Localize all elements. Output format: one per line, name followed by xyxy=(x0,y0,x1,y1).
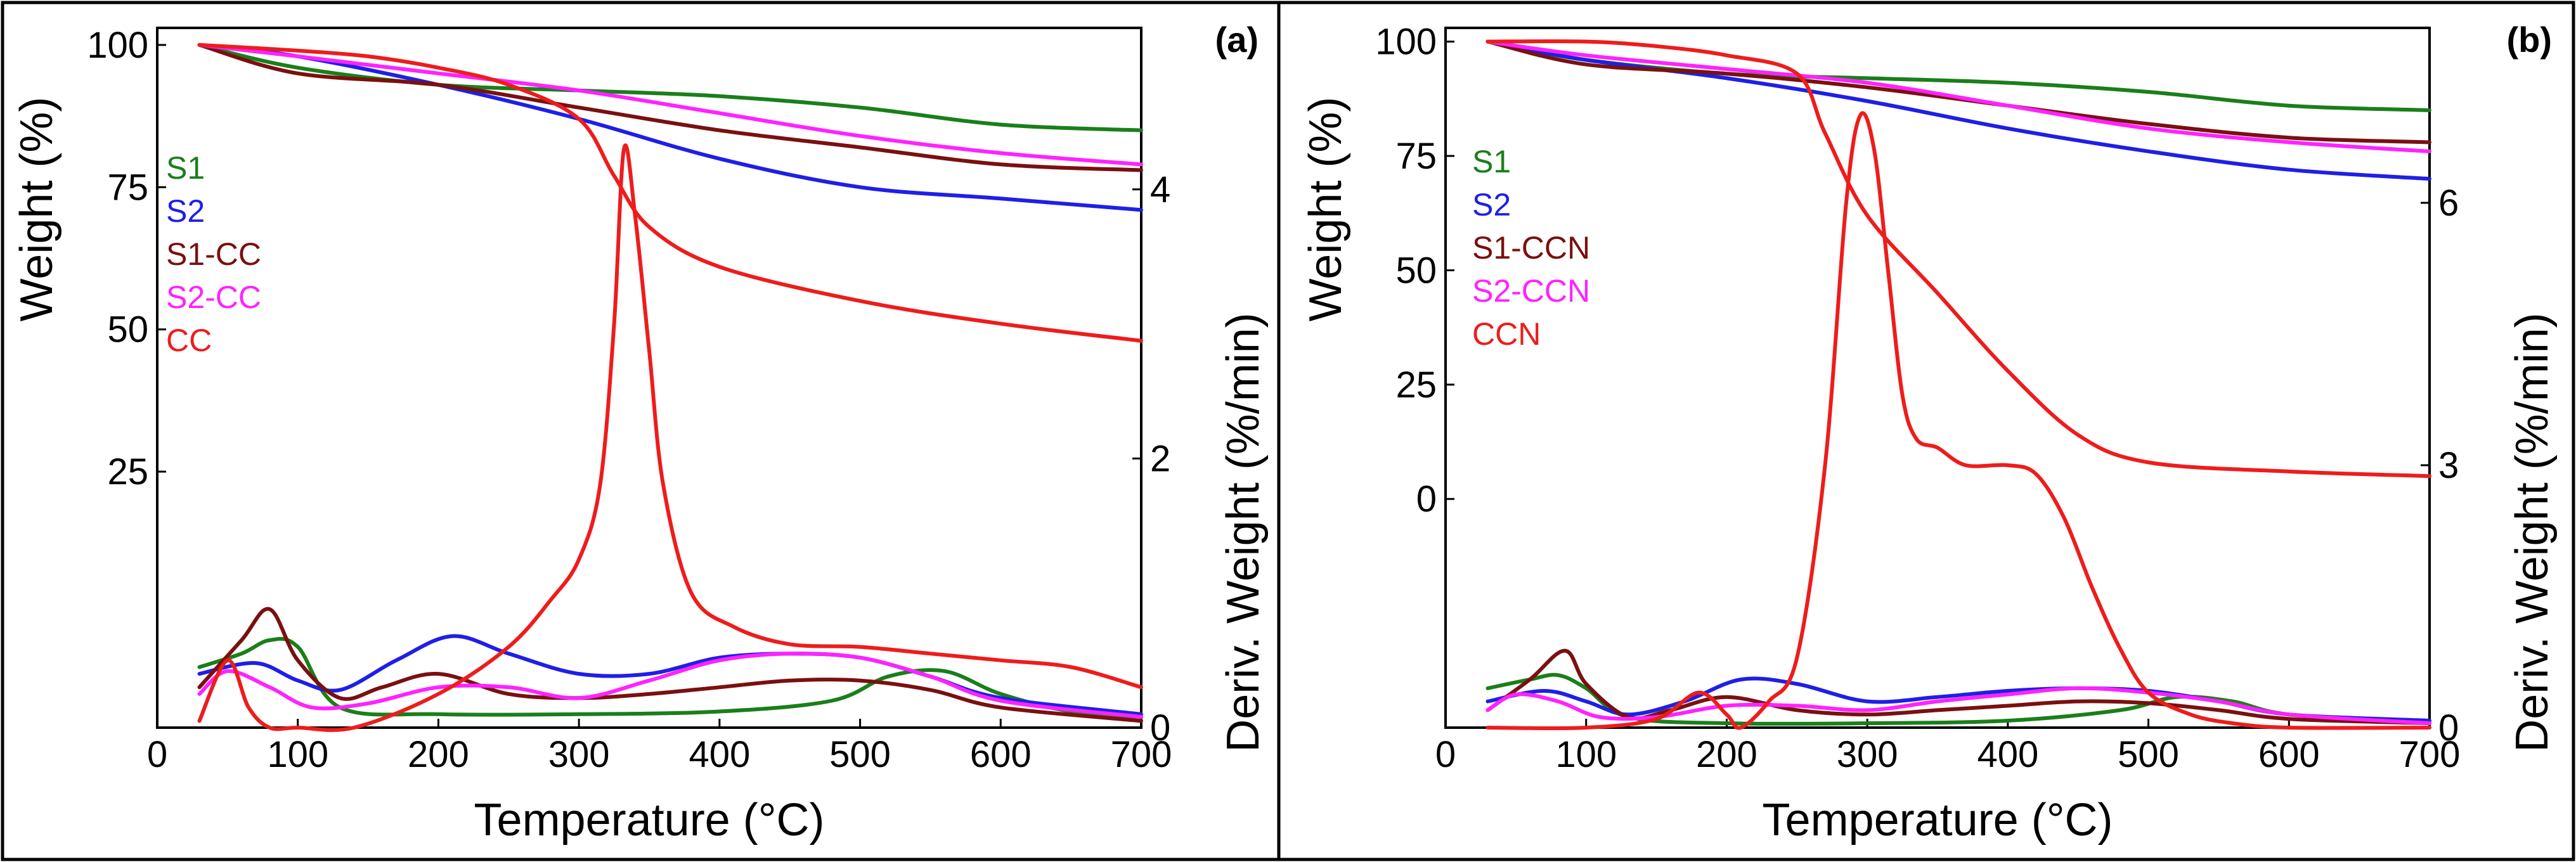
x-tick-label: 200 xyxy=(408,734,469,775)
legend-item-b-s2-ccn: S2-CCN xyxy=(1472,273,1590,309)
x-axis-label-b: Temperature (°C) xyxy=(1763,795,2113,846)
legend-item-a-cc: CC xyxy=(166,323,212,358)
panel-label-b: (b) xyxy=(2506,20,2552,60)
series-line-b-s1-ccn-deriv xyxy=(1485,648,2431,726)
weight-tick-label: 75 xyxy=(1395,136,1437,177)
panel-b: 0 25 50 75 100 0 3 6 0 100 200 300 400 500 600 700 Te… xyxy=(1300,20,2558,846)
weight-tick-label: 100 xyxy=(87,25,148,66)
plot-frame-b xyxy=(1444,27,2431,729)
series-line-a-s1-weight xyxy=(197,42,1143,132)
legend-item-b-s2: S2 xyxy=(1472,187,1511,222)
weight-axis-b: 0 25 50 75 100 xyxy=(1375,22,1454,520)
weight-tick-label: 0 xyxy=(1416,479,1437,520)
x-tick-label: 300 xyxy=(548,734,610,775)
series-line-a-s1-cc-weight xyxy=(197,42,1143,172)
weight-axis-a: 25 50 75 100 xyxy=(87,25,166,492)
panel-a: 25 50 75 100 0 2 4 0 100 200 300 400 500 600 700 Tem… xyxy=(11,20,1269,846)
x-axis-a: 0 100 200 300 400 500 600 700 xyxy=(147,719,1172,775)
y-axis-right-label-b: Deriv. Weight (%/min) xyxy=(2507,312,2558,752)
weight-tick-label: 25 xyxy=(107,451,148,492)
series-line-a-s2-weight xyxy=(197,42,1143,212)
legend-item-b-s1-ccn: S1-CCN xyxy=(1472,230,1590,266)
deriv-tick-label: 0 xyxy=(2438,707,2459,749)
x-tick-label: 300 xyxy=(1837,734,1898,775)
curves-b xyxy=(1485,39,2431,731)
x-axis-b: 0 100 200 300 400 500 600 700 xyxy=(1435,719,2461,775)
legend-b: S1 S2 S1-CCN S2-CCN CCN xyxy=(1472,144,1590,352)
series-line-b-s1-ccn-weight xyxy=(1485,39,2431,145)
x-tick-label: 700 xyxy=(2399,734,2461,775)
plot-frame-a xyxy=(156,27,1142,729)
deriv-tick-label: 3 xyxy=(2438,445,2459,486)
series-line-b-s2-weight xyxy=(1485,39,2431,181)
x-tick-label: 200 xyxy=(1696,734,1757,775)
series-line-a-s1-deriv xyxy=(197,636,1143,719)
series-line-a-cc-deriv xyxy=(197,143,1143,732)
deriv-tick-label: 4 xyxy=(1150,169,1170,210)
weight-tick-label: 50 xyxy=(107,309,148,351)
series-line-a-cc-weight xyxy=(197,42,1143,343)
x-tick-label: 400 xyxy=(1977,734,2038,775)
x-tick-label: 600 xyxy=(970,734,1032,775)
deriv-tick-label: 6 xyxy=(2438,183,2459,224)
legend-item-a-s1: S1 xyxy=(166,150,205,186)
weight-tick-label: 25 xyxy=(1395,364,1437,406)
series-line-b-s1-deriv xyxy=(1485,672,2431,726)
deriv-axis-a: 0 2 4 xyxy=(1132,169,1170,749)
legend-item-b-s1: S1 xyxy=(1472,144,1511,179)
x-tick-label: 100 xyxy=(1555,734,1617,775)
legend-item-a-s2: S2 xyxy=(166,193,205,229)
x-axis-label-a: Temperature (°C) xyxy=(474,795,825,846)
series-line-b-ccn-deriv xyxy=(1485,111,2431,731)
y-axis-left-label-b: Weight (%) xyxy=(1300,97,1351,322)
series-line-b-s2-ccn-deriv xyxy=(1485,686,2431,726)
deriv-tick-label: 0 xyxy=(1150,707,1170,749)
weight-tick-label: 50 xyxy=(1395,250,1437,291)
x-tick-label: 0 xyxy=(147,734,167,775)
legend-item-a-s2-cc: S2-CC xyxy=(166,280,261,315)
y-axis-right-label-a: Deriv. Weight (%/min) xyxy=(1218,312,1269,752)
series-line-a-s2-cc-deriv xyxy=(197,652,1143,719)
x-tick-label: 600 xyxy=(2258,734,2320,775)
series-line-b-s2-ccn-weight xyxy=(1485,39,2431,153)
x-tick-label: 700 xyxy=(1111,734,1172,775)
series-line-a-s2-cc-weight xyxy=(197,42,1143,167)
deriv-axis-b: 0 3 6 xyxy=(2421,183,2459,749)
deriv-tick-label: 2 xyxy=(1150,438,1170,479)
weight-tick-label: 100 xyxy=(1375,22,1437,63)
x-tick-label: 0 xyxy=(1435,734,1456,775)
legend-item-b-ccn: CCN xyxy=(1472,316,1541,352)
x-tick-label: 500 xyxy=(829,734,891,775)
y-axis-left-label-a: Weight (%) xyxy=(11,97,62,322)
x-tick-label: 500 xyxy=(2118,734,2179,775)
x-tick-label: 400 xyxy=(689,734,750,775)
series-line-b-ccn-weight xyxy=(1485,39,2431,479)
panel-label-a: (a) xyxy=(1215,20,1259,60)
legend-a: S1 S2 S1-CC S2-CC CC xyxy=(166,150,261,358)
curves-a xyxy=(197,42,1143,732)
legend-item-a-s1-cc: S1-CC xyxy=(166,236,261,272)
weight-tick-label: 75 xyxy=(107,167,148,208)
x-tick-label: 100 xyxy=(267,734,328,775)
